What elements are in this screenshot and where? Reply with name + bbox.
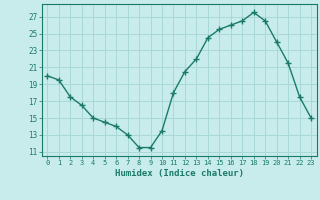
X-axis label: Humidex (Indice chaleur): Humidex (Indice chaleur) — [115, 169, 244, 178]
